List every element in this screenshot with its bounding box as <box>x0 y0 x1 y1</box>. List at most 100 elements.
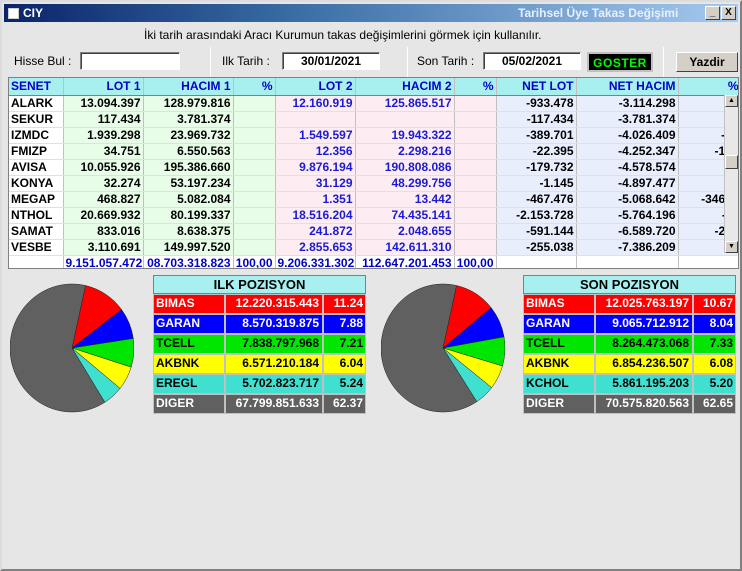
table-cell: 468.827 <box>63 191 144 208</box>
separator <box>663 47 664 77</box>
table-cell: -5.764.196 <box>576 207 679 224</box>
pozisyon-row: EREGL 5.702.823.717 5.24 <box>153 374 366 394</box>
ilk-tarih-input[interactable]: 30/01/2021 <box>282 52 380 70</box>
separator <box>210 47 211 77</box>
scroll-thumb[interactable] <box>725 155 738 169</box>
pozisyon-row: BIMAS 12.025.763.197 10.67 <box>523 294 736 314</box>
table-row[interactable]: KONYA 32.274 53.197.234 31.129 48.299.756 -1.… <box>9 175 738 192</box>
table-row[interactable]: AVISA 10.055.926 195.386.660 9.876.194 190.8… <box>9 159 738 176</box>
total-cell: 9.206.331.302 <box>275 254 356 268</box>
hisse-search-input[interactable] <box>80 52 180 70</box>
table-cell: 3.110.691 <box>63 239 144 256</box>
table-row[interactable]: SAMAT 833.016 8.638.375 241.872 2.048.655 -59… <box>9 223 738 240</box>
vertical-scrollbar[interactable]: ▲ ▼ <box>724 95 738 253</box>
scroll-down-icon[interactable]: ▼ <box>725 241 738 253</box>
table-cell: 74.435.141 <box>355 207 455 224</box>
son-tarih-input[interactable]: 05/02/2021 <box>483 52 581 70</box>
pozisyon-percent: 8.04 <box>693 314 736 334</box>
son-pie-chart <box>381 283 505 413</box>
table-row[interactable]: NTHOL 20.669.932 80.199.337 18.516.204 74.43… <box>9 207 738 224</box>
table-cell <box>233 95 276 112</box>
table-cell: -6.589.720 <box>576 223 679 240</box>
total-cell <box>678 254 738 268</box>
table-cell: 149.997.520 <box>143 239 234 256</box>
yazdir-button[interactable]: Yazdir <box>676 52 738 72</box>
minimize-button[interactable]: _ <box>705 6 720 20</box>
table-cell: VESBE <box>9 239 64 256</box>
title-bar[interactable]: CIY Tarihsel Üye Takas Değişimi _ X <box>4 4 738 22</box>
table-cell: 31.129 <box>275 175 356 192</box>
table-cell: 6.550.563 <box>143 143 234 160</box>
total-cell: 100,00 <box>454 254 497 268</box>
table-cell: 2.855.653 <box>275 239 356 256</box>
table-row[interactable]: MEGAP 468.827 5.082.084 1.351 13.442 -467.476… <box>9 191 738 208</box>
total-cell: 100,00 <box>233 254 276 268</box>
table-cell: -179.732 <box>496 159 577 176</box>
column-header[interactable]: % <box>454 78 497 96</box>
pozisyon-row: TCELL 8.264.473.068 7.33 <box>523 334 736 354</box>
table-cell: 13.442 <box>355 191 455 208</box>
table-cell: 2.298.216 <box>355 143 455 160</box>
table-cell: 20.669.932 <box>63 207 144 224</box>
table-cell: 195.386.660 <box>143 159 234 176</box>
pozisyon-symbol: TCELL <box>153 334 225 354</box>
table-cell: -2.153.728 <box>496 207 577 224</box>
column-header[interactable]: LOT 1 <box>63 78 144 96</box>
pozisyon-value: 8.264.473.068 <box>595 334 693 354</box>
close-button[interactable]: X <box>721 6 736 20</box>
table-cell: 2.048.655 <box>355 223 455 240</box>
table-cell: -34602 <box>678 191 738 208</box>
table-cell: -1.145 <box>496 175 577 192</box>
table-cell <box>233 159 276 176</box>
table-row[interactable]: FMIZP 34.751 6.550.563 12.356 2.298.216 -22.3… <box>9 143 738 160</box>
table-row[interactable]: VESBE 3.110.691 149.997.520 2.855.653 142.61… <box>9 239 738 256</box>
pozisyon-percent: 7.33 <box>693 334 736 354</box>
column-header[interactable]: NET LOT <box>496 78 577 96</box>
table-cell: -4.252.347 <box>576 143 679 160</box>
table-cell: 12.160.919 <box>275 95 356 112</box>
table-cell <box>233 223 276 240</box>
table-cell: 5.082.084 <box>143 191 234 208</box>
pozisyon-row: GARAN 9.065.712.912 8.04 <box>523 314 736 334</box>
pozisyon-symbol: KCHOL <box>523 374 595 394</box>
table-row[interactable]: ALARK 13.094.397 128.979.816 12.160.919 125.… <box>9 95 738 112</box>
table-cell: 128.979.816 <box>143 95 234 112</box>
goster-button[interactable]: GOSTER <box>587 52 653 72</box>
son-tarih-label: Son Tarih : <box>417 54 475 68</box>
table-cell: 1.549.597 <box>275 127 356 144</box>
table-cell: 13.094.397 <box>63 95 144 112</box>
table-cell <box>454 111 497 128</box>
column-header[interactable]: HACIM 1 <box>143 78 234 96</box>
window-title: Tarihsel Üye Takas Değişimi <box>518 6 679 20</box>
table-cell: FMIZP <box>9 143 64 160</box>
table-cell: -933.478 <box>496 95 577 112</box>
scroll-up-icon[interactable]: ▲ <box>725 95 738 107</box>
pozisyon-symbol: EREGL <box>153 374 225 394</box>
table-cell: 32.274 <box>63 175 144 192</box>
table-row[interactable]: SEKUR 117.434 3.781.374 -117.434 -3.781.374 <box>9 111 738 128</box>
son-pozisyon-table: SON POZISYON BIMAS 12.025.763.197 10.67 GAR… <box>523 275 736 414</box>
table-cell <box>454 207 497 224</box>
pozisyon-percent: 5.20 <box>693 374 736 394</box>
column-header[interactable]: % <box>678 78 738 96</box>
table-cell: 9.876.194 <box>275 159 356 176</box>
column-header[interactable]: NET HACIM <box>576 78 679 96</box>
table-cell: -22.395 <box>496 143 577 160</box>
column-header[interactable]: HACIM 2 <box>355 78 455 96</box>
pozisyon-percent: 11.24 <box>323 294 366 314</box>
column-header[interactable]: % <box>233 78 276 96</box>
pozisyon-value: 6.854.236.507 <box>595 354 693 374</box>
pozisyon-value: 70.575.820.563 <box>595 394 693 414</box>
takas-grid[interactable]: SENET LOT 1 HACIM 1% LOT 2 HACIM 2% NET LOT NE… <box>8 77 739 269</box>
table-cell <box>233 111 276 128</box>
table-cell <box>454 239 497 256</box>
pozisyon-symbol: DIGER <box>523 394 595 414</box>
table-cell: -5.068.642 <box>576 191 679 208</box>
pozisyon-symbol: BIMAS <box>523 294 595 314</box>
table-cell: 23.969.732 <box>143 127 234 144</box>
column-header[interactable]: LOT 2 <box>275 78 356 96</box>
total-cell <box>9 254 64 268</box>
table-cell: 117.434 <box>63 111 144 128</box>
table-row[interactable]: IZMDC 1.939.298 23.969.732 1.549.597 19.943.… <box>9 127 738 144</box>
column-header[interactable]: SENET <box>9 78 64 96</box>
